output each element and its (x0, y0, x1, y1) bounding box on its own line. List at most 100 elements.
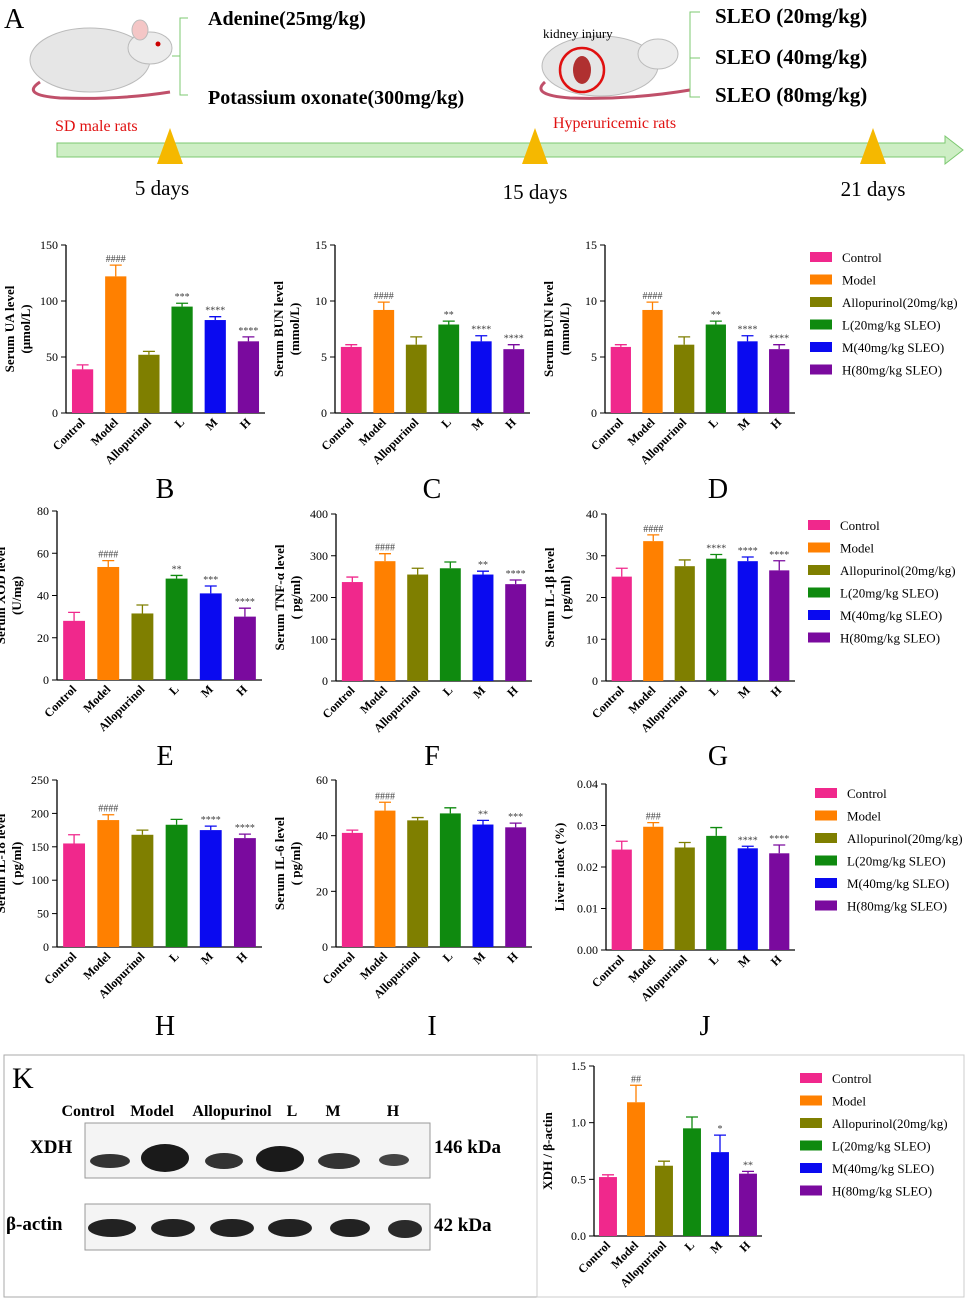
y-tick-label: 20 (37, 631, 49, 645)
lane-label: L (287, 1103, 298, 1120)
error-bar (741, 556, 754, 562)
time-marker (860, 128, 886, 164)
error-bar (658, 1160, 670, 1166)
significance-label: **** (738, 835, 758, 846)
y-tick-label: 150 (31, 840, 49, 854)
significance-label: **** (504, 334, 524, 345)
bar (131, 834, 154, 947)
bar (643, 826, 664, 950)
lane-label: M (325, 1103, 340, 1120)
x-tick-label: H (768, 952, 785, 969)
significance-label: ## (631, 1074, 641, 1085)
bar (674, 847, 695, 950)
x-tick-label: L (440, 683, 456, 699)
y-axis-label: ( pg/ml) (558, 576, 573, 620)
legend-swatch (810, 274, 832, 285)
bar (706, 558, 727, 681)
significance-label: #### (375, 791, 395, 802)
error-bar (444, 807, 457, 814)
bar (472, 824, 494, 947)
x-tick-label: H (237, 415, 254, 432)
bar (199, 830, 222, 947)
y-tick-label: 0.04 (577, 777, 598, 791)
error-bar (678, 559, 691, 567)
drug-label: Adenine(25mg/kg) (208, 8, 366, 30)
legend-swatch (800, 1118, 822, 1128)
day-label: 21 days (841, 177, 906, 201)
y-tick-label: 0 (322, 674, 328, 688)
error-bar (238, 607, 251, 617)
y-tick-label: 40 (316, 829, 328, 843)
bar (373, 309, 395, 413)
error-bar (647, 821, 660, 827)
error-bar (204, 825, 217, 831)
significance-label: **** (201, 815, 221, 826)
error-bar (410, 336, 423, 345)
bar (407, 574, 429, 681)
error-bar (678, 336, 691, 345)
significance-label: **** (235, 597, 255, 608)
significance-label: #### (643, 291, 663, 302)
bar (674, 566, 695, 681)
x-tick-label: L (706, 683, 722, 699)
bar (705, 324, 726, 413)
panel-letter: I (427, 1011, 436, 1042)
day-label: 15 days (503, 180, 568, 204)
drug-label: Potassium oxonate(300mg/kg) (208, 87, 464, 109)
significance-label: **** (769, 834, 789, 845)
blot-actin (84, 1203, 431, 1251)
x-tick-label: Control (41, 682, 79, 720)
significance-label: ** (478, 560, 488, 571)
legend-swatch (800, 1163, 822, 1173)
y-tick-label: 100 (31, 873, 49, 887)
error-bar (345, 344, 358, 347)
bar (610, 346, 631, 413)
error-bar (209, 316, 222, 321)
bar (138, 354, 160, 413)
significance-label: ** (444, 310, 454, 321)
bar (165, 578, 188, 680)
y-axis-label: Liver index (%) (552, 823, 567, 912)
y-axis-label: XDH / β-actin (540, 1111, 555, 1189)
y-tick-label: 0 (591, 406, 597, 420)
y-tick-label: 0.02 (577, 860, 598, 874)
chart-frame (536, 1054, 965, 1298)
legend-label: H(80mg/kg SLEO) (840, 631, 940, 646)
bar (439, 568, 461, 681)
y-tick-label: 10 (585, 294, 597, 308)
x-tick-label: L (166, 949, 182, 965)
error-bar (346, 576, 359, 583)
legend-swatch (815, 810, 837, 821)
bar (472, 574, 494, 681)
legend-label: Allopurinol(20mg/kg) (847, 831, 963, 846)
bar (97, 820, 120, 947)
error-bar (109, 264, 122, 277)
error-bar (742, 1170, 754, 1174)
significance-label: *** (508, 812, 523, 823)
y-tick-label: 0.03 (577, 819, 598, 833)
significance-label: #### (643, 524, 663, 535)
brace (689, 11, 700, 98)
error-bar (615, 840, 628, 850)
legend-swatch (800, 1073, 822, 1083)
y-axis-label: (μmol/L) (18, 304, 33, 353)
error-bar (444, 561, 457, 569)
y-tick-label: 50 (37, 907, 49, 921)
bar (71, 369, 94, 413)
legend-swatch (800, 1140, 822, 1151)
y-axis-label: (mmol/L) (557, 303, 572, 356)
legend-label: Model (842, 273, 876, 288)
bar (63, 620, 86, 680)
legend-label: Allopurinol(20mg/kg) (840, 563, 956, 578)
lane-label: Model (130, 1103, 174, 1120)
y-tick-label: 0 (43, 673, 49, 687)
bar (165, 824, 188, 947)
legend-swatch (800, 1185, 822, 1196)
error-bar (773, 344, 786, 350)
legend-swatch (810, 364, 832, 375)
x-tick-label: L (682, 1238, 698, 1254)
y-tick-label: 60 (316, 773, 328, 787)
x-tick-label: Control (319, 683, 357, 721)
bar (737, 561, 758, 681)
error-bar (709, 320, 722, 325)
